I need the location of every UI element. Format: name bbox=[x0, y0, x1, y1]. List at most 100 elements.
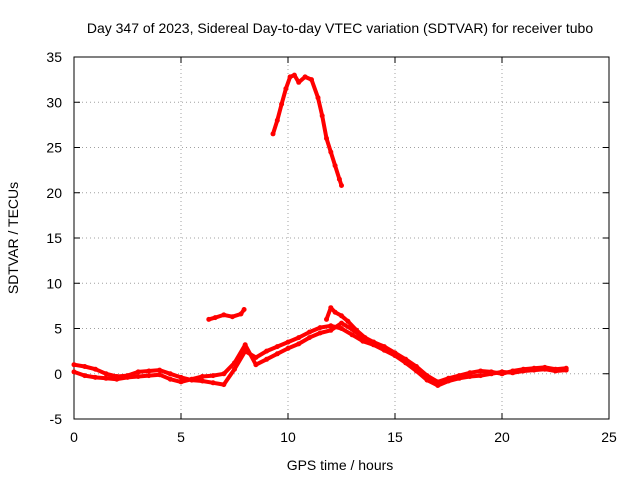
data-point bbox=[167, 376, 173, 382]
data-point bbox=[317, 330, 323, 336]
data-point bbox=[232, 360, 237, 366]
data-point bbox=[345, 318, 351, 324]
data-point bbox=[274, 351, 280, 357]
data-point bbox=[206, 316, 212, 322]
data-point bbox=[82, 373, 88, 379]
data-point bbox=[264, 348, 270, 354]
data-point bbox=[339, 183, 344, 188]
data-point bbox=[291, 72, 297, 78]
data-point bbox=[283, 86, 289, 92]
data-point bbox=[296, 341, 302, 347]
data-point bbox=[274, 117, 280, 123]
data-point bbox=[221, 312, 227, 318]
x-tick-label: 20 bbox=[494, 429, 510, 445]
data-point bbox=[232, 366, 237, 372]
data-point bbox=[467, 374, 473, 379]
data-point bbox=[315, 95, 321, 101]
x-tick-label: 5 bbox=[177, 429, 185, 445]
data-point bbox=[103, 375, 109, 381]
data-point bbox=[274, 344, 280, 350]
data-point bbox=[296, 79, 302, 85]
series-line-high-segment bbox=[271, 73, 344, 188]
y-tick-label: 20 bbox=[46, 185, 62, 201]
data-point bbox=[82, 364, 88, 369]
data-point bbox=[135, 369, 141, 375]
data-point bbox=[553, 366, 558, 372]
data-point bbox=[413, 364, 419, 369]
data-point bbox=[221, 382, 227, 388]
data-point bbox=[354, 327, 359, 333]
data-point bbox=[241, 307, 247, 312]
data-point bbox=[478, 373, 484, 379]
y-tick-label: 0 bbox=[54, 366, 62, 382]
data-point bbox=[392, 350, 398, 356]
data-point bbox=[212, 315, 218, 321]
data-point bbox=[328, 305, 334, 311]
series-group bbox=[71, 72, 569, 388]
data-point bbox=[349, 332, 355, 338]
axis-ticks: 0 5 10 15 20 25 -5 0 5 10 15 20 25 30 35 bbox=[46, 49, 617, 445]
data-point bbox=[302, 74, 308, 80]
data-point bbox=[146, 368, 152, 374]
y-tick-label: 30 bbox=[46, 94, 62, 110]
x-tick-label: 10 bbox=[280, 429, 296, 445]
data-point bbox=[71, 362, 77, 368]
data-point bbox=[488, 369, 494, 375]
data-point bbox=[317, 325, 323, 331]
data-point bbox=[339, 320, 344, 326]
data-point bbox=[520, 366, 526, 372]
data-point bbox=[178, 374, 184, 380]
data-point bbox=[435, 383, 441, 388]
data-point bbox=[178, 379, 184, 385]
data-point bbox=[324, 135, 329, 141]
data-point bbox=[221, 371, 227, 377]
data-point bbox=[306, 335, 312, 341]
data-point bbox=[510, 368, 516, 374]
data-point bbox=[264, 356, 270, 362]
data-point bbox=[167, 371, 173, 377]
data-point bbox=[435, 379, 441, 385]
x-tick-label: 25 bbox=[601, 429, 617, 445]
chart-title: Day 347 of 2023, Sidereal Day-to-day VTE… bbox=[87, 20, 594, 36]
data-point bbox=[467, 370, 473, 376]
data-point bbox=[362, 335, 368, 341]
data-point bbox=[332, 309, 338, 315]
data-point bbox=[135, 374, 141, 379]
data-point bbox=[92, 374, 98, 380]
data-point bbox=[324, 316, 329, 322]
y-tick-label: 10 bbox=[46, 275, 62, 291]
data-point bbox=[328, 327, 334, 333]
data-point bbox=[242, 342, 248, 348]
data-point bbox=[270, 131, 276, 137]
data-point bbox=[339, 313, 344, 319]
data-point bbox=[403, 356, 409, 362]
data-point bbox=[146, 373, 152, 379]
data-point bbox=[199, 374, 205, 379]
data-point bbox=[424, 377, 430, 383]
data-point bbox=[478, 368, 484, 374]
data-point bbox=[306, 329, 312, 335]
data-point bbox=[253, 362, 259, 368]
data-point bbox=[296, 335, 302, 341]
data-point bbox=[285, 345, 291, 351]
data-point bbox=[381, 344, 387, 350]
data-point bbox=[446, 375, 451, 381]
data-point bbox=[287, 74, 293, 80]
data-point bbox=[103, 371, 109, 377]
data-point bbox=[456, 373, 462, 379]
data-point bbox=[199, 378, 205, 384]
data-point bbox=[92, 366, 98, 372]
data-point bbox=[371, 339, 377, 345]
y-tick-label: 15 bbox=[46, 230, 62, 246]
data-point bbox=[499, 371, 505, 377]
data-point bbox=[424, 373, 430, 379]
grid bbox=[74, 57, 609, 419]
data-point bbox=[531, 365, 537, 371]
data-point bbox=[238, 311, 244, 317]
y-tick-label: 5 bbox=[54, 321, 62, 337]
data-point bbox=[319, 113, 325, 119]
data-point bbox=[71, 369, 77, 375]
x-axis-label: GPS time / hours bbox=[287, 457, 394, 473]
data-point bbox=[336, 176, 342, 182]
